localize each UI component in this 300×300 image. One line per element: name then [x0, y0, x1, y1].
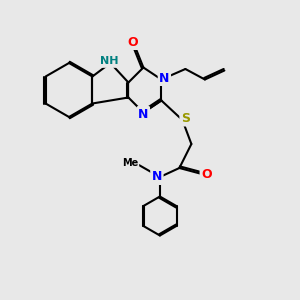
Text: Me: Me — [122, 158, 138, 169]
Text: O: O — [201, 167, 212, 181]
Text: NH: NH — [100, 56, 118, 67]
Text: N: N — [138, 107, 148, 121]
Text: N: N — [152, 170, 162, 184]
Text: N: N — [159, 71, 170, 85]
Text: S: S — [181, 112, 190, 125]
Text: O: O — [128, 35, 138, 49]
